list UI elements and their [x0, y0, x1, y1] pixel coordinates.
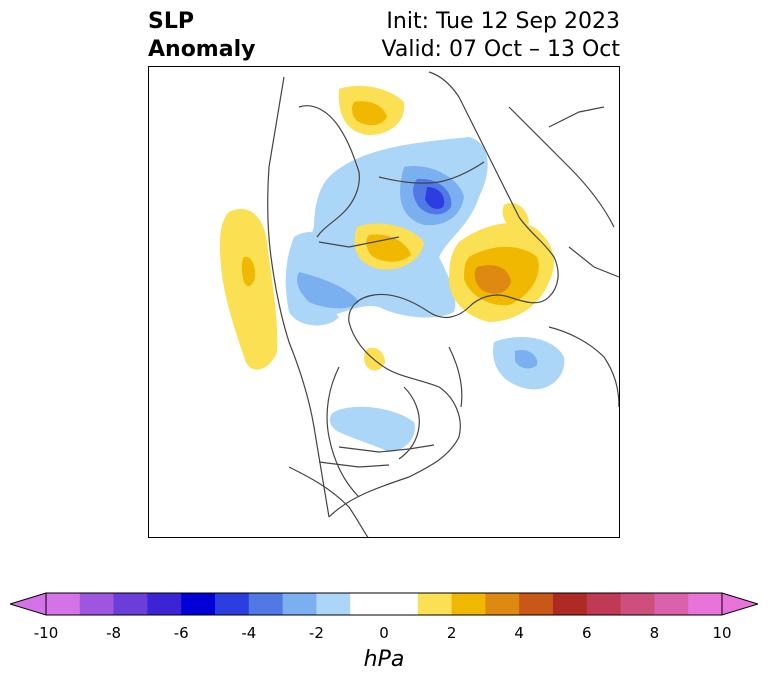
arctic-low-deep	[425, 187, 445, 210]
colorbar-tick-label: -8	[106, 624, 122, 642]
colorbar-segment	[417, 593, 453, 615]
colorbar-segment	[688, 593, 723, 615]
colorbar-unit-label: hPa	[363, 647, 405, 672]
init-date-label: Init: Tue 12 Sep 2023	[386, 9, 620, 34]
hudson-high-light	[364, 347, 385, 371]
colorbar-svg	[8, 592, 760, 616]
colorbar-segment	[586, 593, 622, 615]
valid-range-label: Valid: 07 Oct – 13 Oct	[381, 37, 620, 62]
colorbar-tick-label: -10	[33, 624, 59, 642]
colorbar-tick-label: 0	[379, 624, 389, 642]
colorbar-segment	[620, 593, 655, 615]
colorbar-segment	[282, 593, 317, 615]
us-low-light	[329, 406, 415, 452]
map-title: SLP Anomaly	[148, 8, 255, 64]
colorbar-segment	[215, 593, 250, 615]
colorbar-tick-label: -6	[173, 624, 189, 642]
colorbar-segment	[79, 593, 115, 615]
colorbar-segment	[181, 593, 216, 615]
atlantic-low-mid	[515, 349, 538, 369]
colorbar-outline	[45, 592, 723, 616]
pacific-high-mid	[241, 256, 256, 287]
colorbar-tick-label: -4	[241, 624, 257, 642]
colorbar-tick-label: -2	[308, 624, 324, 642]
colorbar-segment	[113, 593, 148, 615]
colorbar-segment	[147, 593, 182, 615]
forecast-dates: Init: Tue 12 Sep 2023 Valid: 07 Oct – 13…	[382, 8, 620, 64]
ne-asia-high-light	[502, 202, 529, 232]
europe-high-mid	[352, 101, 387, 126]
colorbar-segment	[451, 593, 486, 615]
pacific-low-mid	[297, 272, 359, 309]
colorbar-under-extension	[8, 592, 47, 616]
anomaly-map-svg	[219, 71, 619, 537]
colorbar-over-extension	[721, 592, 760, 616]
colorbar-segment	[384, 593, 419, 615]
colorbar-segment	[485, 593, 520, 615]
colorbar-tick-labels: -10 -8 -6 -4 -2 0 2 4 6 8 10	[0, 624, 768, 644]
pacific-high-light	[219, 208, 278, 370]
title-line-1: SLP	[148, 9, 194, 34]
colorbar-tick-label: 10	[712, 624, 732, 642]
colorbar-segment	[553, 593, 588, 615]
colorbar-tick-label: 8	[649, 624, 660, 642]
positive-anomalies	[219, 85, 554, 371]
title-line-2: Anomaly	[148, 37, 256, 62]
colorbar-segment	[519, 593, 554, 615]
colorbar-segment	[654, 593, 689, 615]
colorbar-tick-label: 2	[446, 624, 457, 642]
colorbar-segment	[248, 593, 284, 615]
coastlines	[267, 71, 619, 537]
polar-map	[148, 66, 620, 538]
colorbar	[8, 590, 760, 620]
colorbar-segment	[350, 593, 385, 615]
colorbar-tick-label: 6	[582, 624, 592, 642]
colorbar-segment	[46, 593, 81, 615]
siberia-high-strong	[474, 265, 511, 294]
colorbar-tick-label: 4	[514, 624, 524, 642]
colorbar-segment	[316, 593, 351, 615]
